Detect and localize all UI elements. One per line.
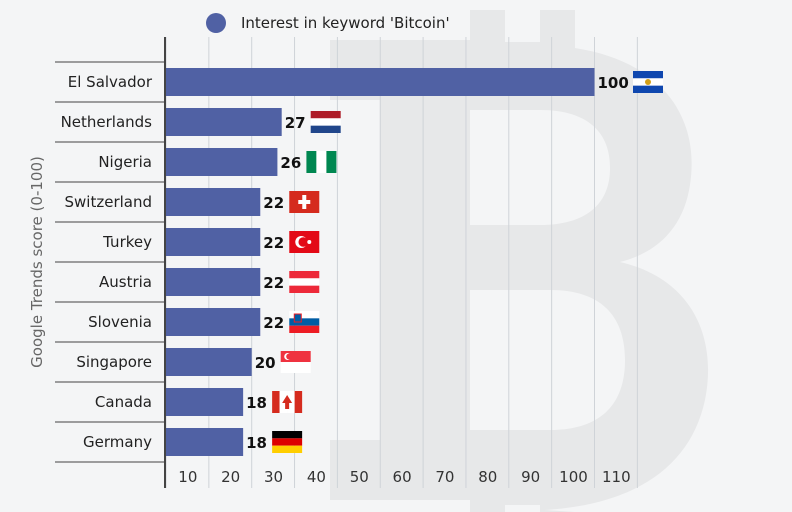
x-tick-label: 30 (264, 468, 283, 486)
category-separators (55, 61, 166, 463)
nigeria-flag-icon (306, 151, 337, 173)
value-labels: 100 27 26 22 22 22 22 20 18 18 (246, 74, 629, 452)
x-tick-label: 90 (521, 468, 540, 486)
slovenia-flag-icon (289, 311, 320, 333)
category-label: El Salvador (68, 73, 153, 91)
netherlands-flag-icon (310, 111, 341, 133)
category-label: Turkey (102, 233, 152, 251)
category-label: Germany (83, 433, 152, 451)
bar (166, 228, 261, 256)
turkey-flag-icon (289, 231, 320, 253)
value-label: 18 (246, 394, 267, 412)
category-label: Nigeria (98, 153, 152, 171)
category-label: Slovenia (88, 313, 152, 331)
x-tick-label: 60 (393, 468, 412, 486)
x-tick-label: 20 (221, 468, 240, 486)
value-label: 26 (280, 154, 301, 172)
bar (166, 308, 261, 336)
x-tick-labels: 10 20 30 40 50 60 70 80 90 100 110 (178, 468, 630, 486)
bar (166, 388, 244, 416)
bar (166, 348, 252, 376)
legend-marker (206, 13, 226, 33)
canada-flag-icon (272, 391, 303, 413)
bar (166, 68, 595, 96)
value-label: 100 (598, 74, 629, 92)
y-axis-title: Google Trends score (0-100) (28, 156, 46, 368)
category-label: Singapore (76, 353, 152, 371)
bar (166, 108, 282, 136)
x-tick-label: 100 (559, 468, 588, 486)
legend: Interest in keyword 'Bitcoin' (206, 13, 450, 33)
value-label: 27 (285, 114, 306, 132)
bar (166, 148, 278, 176)
value-label: 18 (246, 434, 267, 452)
value-label: 20 (255, 354, 276, 372)
category-labels: El Salvador Netherlands Nigeria Switzerland… (61, 73, 153, 451)
x-tick-label: 70 (435, 468, 454, 486)
value-label: 22 (263, 314, 284, 332)
x-tick-label: 80 (478, 468, 497, 486)
austria-flag-icon (289, 271, 320, 293)
value-label: 22 (263, 274, 284, 292)
bar (166, 188, 261, 216)
category-label: Austria (99, 273, 152, 291)
legend-label: Interest in keyword 'Bitcoin' (241, 14, 450, 32)
switzerland-flag-icon (289, 191, 320, 213)
category-label: Switzerland (65, 193, 153, 211)
category-label: Canada (95, 393, 152, 411)
bars (166, 68, 595, 456)
singapore-flag-icon (280, 351, 311, 373)
x-tick-label: 50 (350, 468, 369, 486)
flags (272, 71, 663, 453)
bitcoin-watermark-icon (330, 10, 709, 512)
germany-flag-icon (272, 431, 303, 453)
x-tick-label: 40 (307, 468, 326, 486)
x-tick-label: 110 (602, 468, 631, 486)
category-label: Netherlands (61, 113, 153, 131)
value-label: 22 (263, 234, 284, 252)
bar (166, 268, 261, 296)
bar (166, 428, 244, 456)
x-tick-label: 10 (178, 468, 197, 486)
value-label: 22 (263, 194, 284, 212)
el-salvador-flag-icon (633, 71, 663, 93)
